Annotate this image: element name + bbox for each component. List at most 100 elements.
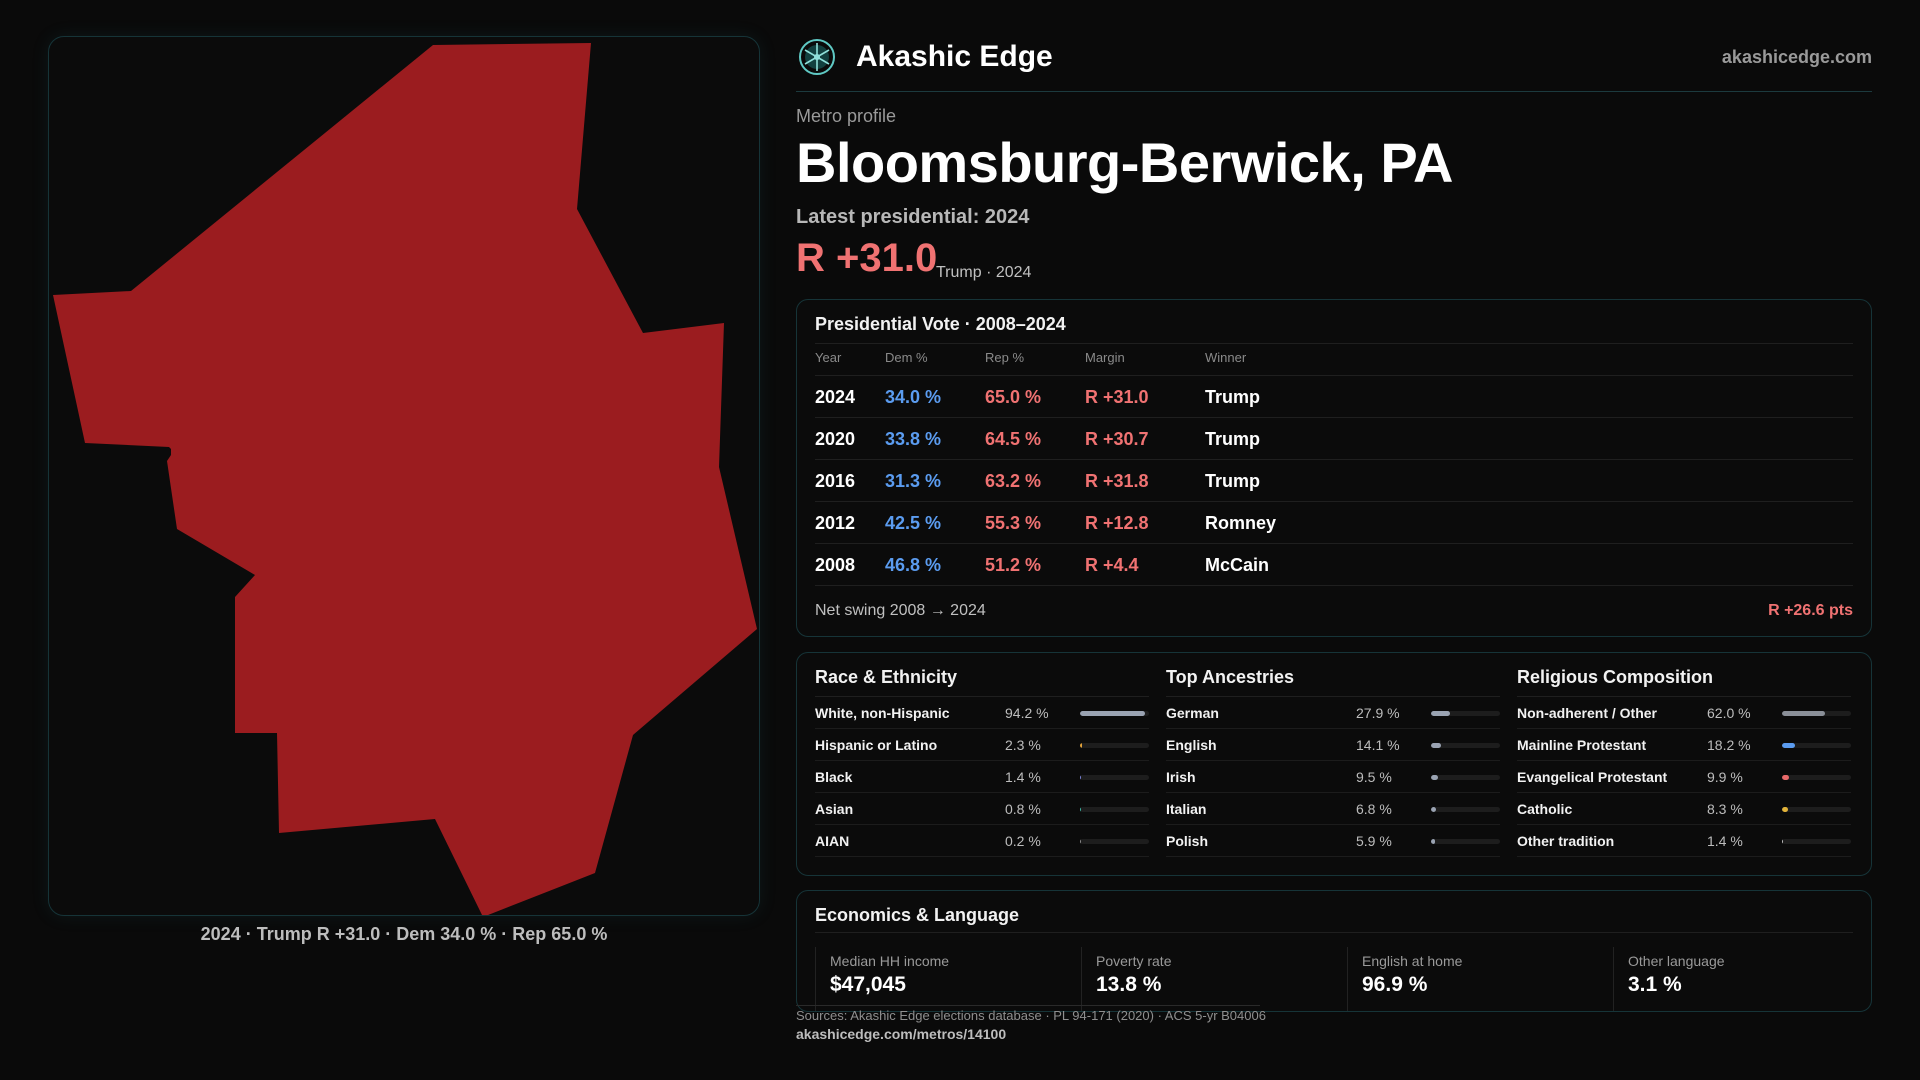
list-item: German 27.9 % bbox=[1166, 697, 1500, 729]
cell-dem: 33.8 % bbox=[885, 429, 942, 449]
share-bar bbox=[1782, 743, 1851, 748]
akashic-edge-logo-icon[interactable] bbox=[798, 38, 836, 76]
column-header-rep: Rep % bbox=[985, 350, 1025, 365]
list-item: Non-adherent / Other 62.0 % bbox=[1517, 697, 1851, 729]
race-label: Black bbox=[815, 769, 853, 785]
net-swing-value: R +26.6 pts bbox=[1768, 602, 1853, 619]
table-row[interactable]: 2008 46.8 % 51.2 % R +4.4 McCain bbox=[815, 544, 1853, 586]
ancestry-label: Italian bbox=[1166, 801, 1207, 817]
stat-value: $47,045 bbox=[830, 973, 906, 996]
race-value: 0.8 % bbox=[1005, 801, 1041, 817]
share-bar bbox=[1080, 711, 1149, 716]
share-bar-fill bbox=[1431, 807, 1436, 812]
list-item: Evangelical Protestant 9.9 % bbox=[1517, 761, 1851, 793]
ancestry-label: English bbox=[1166, 737, 1217, 753]
column-header-winner: Winner bbox=[1205, 350, 1247, 365]
list-item: Italian 6.8 % bbox=[1166, 793, 1500, 825]
cell-year: 2016 bbox=[815, 471, 856, 491]
share-bar-fill bbox=[1080, 743, 1082, 748]
list-item: Catholic 8.3 % bbox=[1517, 793, 1851, 825]
ancestry-value: 27.9 % bbox=[1356, 705, 1400, 721]
stat-median-income: Median HH income $47,045 bbox=[815, 947, 1065, 1011]
share-bar-fill bbox=[1080, 807, 1082, 812]
cell-dem: 34.0 % bbox=[885, 387, 942, 407]
sources-note: Sources: Akashic Edge elections database… bbox=[796, 1005, 1266, 1023]
share-bar bbox=[1080, 775, 1149, 780]
column-header-year: Year bbox=[815, 350, 842, 365]
ancestry-label: Irish bbox=[1166, 769, 1196, 785]
column-header-margin: Margin bbox=[1085, 350, 1125, 365]
stat-value: 13.8 % bbox=[1096, 973, 1162, 996]
stat-english-at-home: English at home 96.9 % bbox=[1347, 947, 1597, 1011]
economics-title: Economics & Language bbox=[815, 905, 1020, 925]
list-item: Mainline Protestant 18.2 % bbox=[1517, 729, 1851, 761]
share-bar-fill bbox=[1431, 743, 1441, 748]
stat-label: English at home bbox=[1362, 953, 1463, 969]
share-bar bbox=[1431, 839, 1500, 844]
cell-rep: 51.2 % bbox=[985, 555, 1042, 575]
cell-dem: 46.8 % bbox=[885, 555, 942, 575]
ancestry-value: 9.5 % bbox=[1356, 769, 1392, 785]
share-bar-fill bbox=[1431, 839, 1436, 844]
share-bar bbox=[1431, 711, 1500, 716]
metro-boundary-shape[interactable] bbox=[53, 43, 757, 916]
cell-rep: 65.0 % bbox=[985, 387, 1042, 407]
share-bar bbox=[1782, 711, 1851, 716]
demographics-card: Race & Ethnicity White, non-Hispanic 94.… bbox=[796, 652, 1872, 876]
table-row[interactable]: 2016 31.3 % 63.2 % R +31.8 Trump bbox=[815, 460, 1853, 502]
list-item: Black 1.4 % bbox=[815, 761, 1149, 793]
ancestry-value: 14.1 % bbox=[1356, 737, 1400, 753]
table-row[interactable]: 2020 33.8 % 64.5 % R +30.7 Trump bbox=[815, 418, 1853, 460]
ancestry-value: 6.8 % bbox=[1356, 801, 1392, 817]
cell-year: 2024 bbox=[815, 387, 856, 407]
stat-label: Poverty rate bbox=[1096, 953, 1172, 969]
race-value: 0.2 % bbox=[1005, 833, 1041, 849]
race-label: Asian bbox=[815, 801, 854, 817]
stat-label: Other language bbox=[1628, 953, 1725, 969]
map-caption: 2024 · Trump R +31.0 · Dem 34.0 % · Rep … bbox=[200, 924, 608, 944]
brand-name[interactable]: Akashic Edge bbox=[856, 40, 1053, 73]
ancestry-label: Polish bbox=[1166, 833, 1209, 849]
profile-kicker: Metro profile bbox=[796, 106, 897, 126]
metro-url-link[interactable]: akashicedge.com/metros/14100 bbox=[796, 1026, 1007, 1042]
cell-winner: Trump bbox=[1205, 471, 1261, 491]
cell-year: 2020 bbox=[815, 429, 856, 449]
cell-winner: McCain bbox=[1205, 555, 1270, 575]
share-bar bbox=[1431, 743, 1500, 748]
cell-rep: 63.2 % bbox=[985, 471, 1042, 491]
metro-map[interactable] bbox=[49, 37, 760, 916]
site-link[interactable]: akashicedge.com bbox=[1721, 47, 1872, 67]
share-bar bbox=[1080, 743, 1149, 748]
religion-value: 18.2 % bbox=[1707, 737, 1751, 753]
page-title: Bloomsburg-Berwick, PA bbox=[796, 131, 1453, 194]
cell-year: 2012 bbox=[815, 513, 856, 533]
share-bar bbox=[1782, 839, 1851, 844]
divider bbox=[815, 696, 1149, 697]
race-value: 2.3 % bbox=[1005, 737, 1041, 753]
map-panel bbox=[48, 36, 760, 916]
religion-value: 62.0 % bbox=[1707, 705, 1751, 721]
table-row[interactable]: 2012 42.5 % 55.3 % R +12.8 Romney bbox=[815, 502, 1853, 544]
stat-label: Median HH income bbox=[830, 953, 950, 969]
list-item: Hispanic or Latino 2.3 % bbox=[815, 729, 1149, 761]
race-ethnicity-title: Race & Ethnicity bbox=[815, 667, 958, 687]
religion-label: Other tradition bbox=[1517, 833, 1615, 849]
cell-margin: R +31.0 bbox=[1085, 387, 1149, 407]
share-bar-fill bbox=[1782, 775, 1789, 780]
religion-title: Religious Composition bbox=[1517, 667, 1713, 687]
religion-value: 9.9 % bbox=[1707, 769, 1743, 785]
religion-value: 8.3 % bbox=[1707, 801, 1743, 817]
presidential-vote-card: Presidential Vote · 2008–2024 Year Dem %… bbox=[796, 299, 1872, 637]
share-bar-fill bbox=[1782, 711, 1825, 716]
race-ethnicity-section: Race & Ethnicity White, non-Hispanic 94.… bbox=[815, 653, 1149, 877]
cell-rep: 64.5 % bbox=[985, 429, 1042, 449]
cell-margin: R +31.8 bbox=[1085, 471, 1149, 491]
share-bar-fill bbox=[1431, 711, 1451, 716]
headline-margin: R +31.0 bbox=[796, 236, 938, 280]
table-row[interactable]: 2024 34.0 % 65.0 % R +31.0 Trump bbox=[815, 376, 1853, 418]
cell-margin: R +4.4 bbox=[1085, 555, 1139, 575]
ancestry-value: 5.9 % bbox=[1356, 833, 1392, 849]
divider bbox=[815, 375, 1853, 376]
cell-dem: 31.3 % bbox=[885, 471, 942, 491]
